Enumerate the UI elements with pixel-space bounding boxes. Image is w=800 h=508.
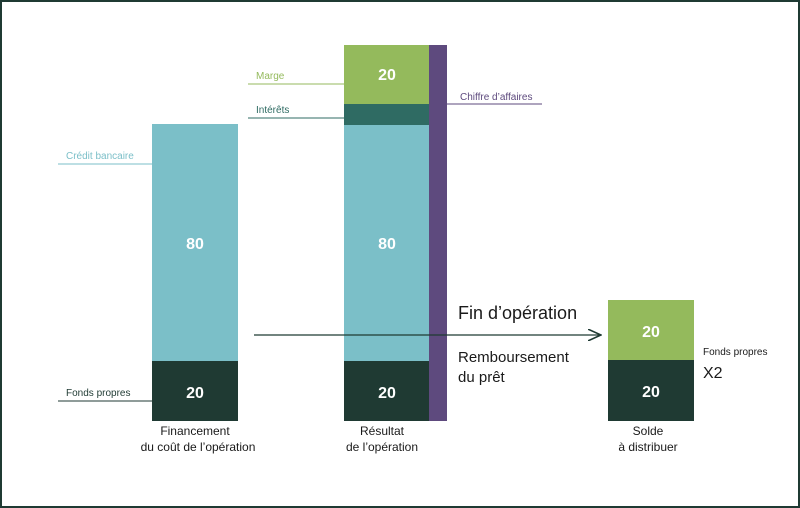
resultat-caption-line1: Résultat [360,424,405,438]
financement-credit-value: 80 [186,236,204,253]
solde-bottom-bar [608,360,694,421]
interets-label: Intérêts [256,105,289,116]
financement-fonds-value: 20 [186,385,204,402]
resultat-caption-line2: de l’opération [346,440,418,454]
chiffre-affaires-label: Chiffre d’affaires [460,92,532,103]
financement-credit-bar [152,124,238,361]
resultat-fonds-bar [344,361,429,421]
fonds-propres-label-left: Fonds propres [66,388,130,399]
financement-fonds-bar [152,361,238,421]
credit-bancaire-label: Crédit bancaire [66,151,134,162]
fin-operation-title: Fin d’opération [458,303,577,323]
solde-top-value: 20 [642,324,660,341]
resultat-fonds-value: 20 [378,385,396,402]
resultat-marge-bar [344,45,429,104]
solde-caption-line2: à distribuer [618,440,677,454]
chiffre-affaires-bar [429,45,447,421]
solde-top-bar [608,300,694,360]
remboursement-line2: du prêt [458,369,506,386]
resultat-credit-bar [344,125,429,361]
fonds-propres-label-right: Fonds propres [703,347,767,358]
resultat-credit-value: 80 [378,236,396,253]
marge-label: Marge [256,71,285,82]
resultat-marge-value: 20 [378,67,396,84]
remboursement-line1: Remboursement [458,349,570,366]
fonds-propres-multiplier: X2 [703,365,723,382]
financement-caption-line1: Financement [160,424,230,438]
financement-caption-line2: du coût de l’opération [141,440,256,454]
solde-bottom-value: 20 [642,384,660,401]
solde-caption-line1: Solde [633,424,664,438]
resultat-interets-bar [344,104,429,125]
